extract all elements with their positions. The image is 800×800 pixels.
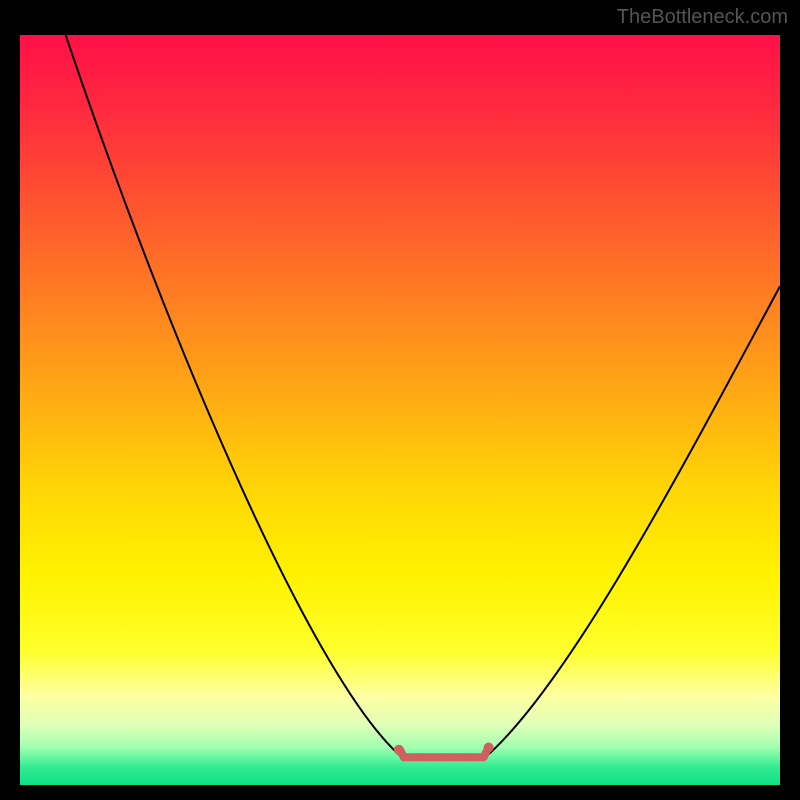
watermark-text: TheBottleneck.com [617,6,788,29]
plot-background [20,35,780,785]
chart-svg [0,0,800,800]
chart-container: TheBottleneck.com [0,0,800,800]
